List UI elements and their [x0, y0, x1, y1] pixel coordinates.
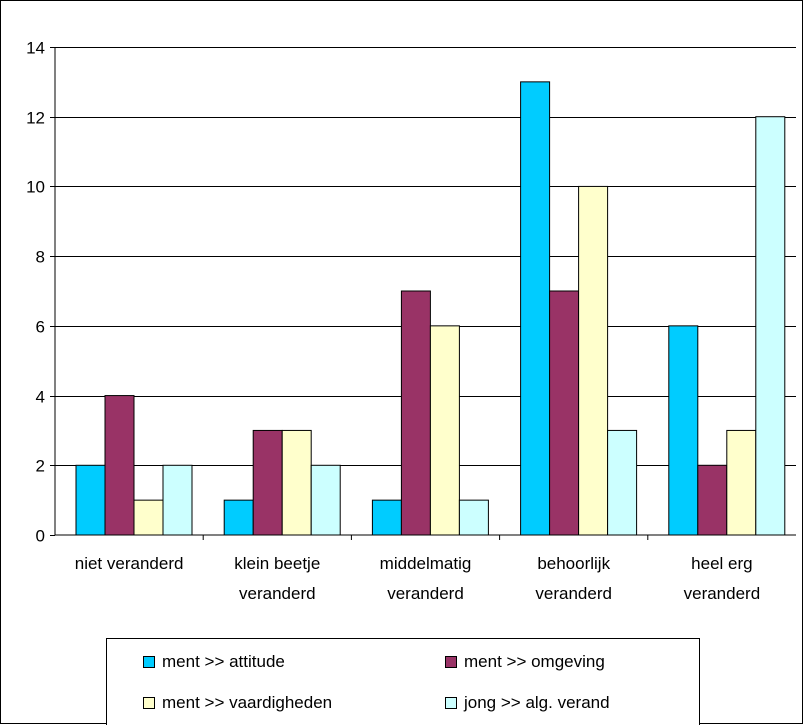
bar [578, 185, 609, 536]
x-tick-label: veranderd [535, 584, 612, 603]
x-tick-label: veranderd [387, 584, 464, 603]
x-tick-label: veranderd [239, 584, 316, 603]
y-tick-label: 4 [36, 388, 45, 407]
y-tick-label: 0 [36, 527, 45, 546]
y-tick-label: 10 [26, 178, 45, 197]
legend-item: ment >> attitude [143, 651, 285, 673]
legend-item: ment >> omgeving [445, 651, 605, 673]
legend-label: ment >> vaardigheden [162, 693, 333, 712]
bar [162, 464, 193, 536]
y-tick-label: 14 [26, 39, 45, 58]
bar [458, 499, 489, 536]
bar [75, 464, 106, 536]
x-tick-label: veranderd [684, 584, 761, 603]
bar [429, 325, 460, 536]
bar [726, 429, 757, 536]
x-tick-label: behoorlijk [537, 554, 610, 573]
bar [697, 464, 728, 536]
bar [607, 429, 638, 536]
bar [520, 81, 551, 536]
x-tick-label: heel erg [691, 554, 752, 573]
bars [75, 81, 786, 536]
bar [549, 290, 580, 536]
legend-swatch [445, 656, 457, 668]
y-tick-label: 2 [36, 457, 45, 476]
legend-label: ment >> attitude [162, 652, 285, 671]
bar [668, 325, 699, 536]
y-tick-label: 12 [26, 109, 45, 128]
y-tick-labels: 0 2 4 6 8 10 12 14 [26, 39, 45, 546]
x-tick-label: niet veranderd [75, 554, 184, 573]
legend-item: jong >> alg. verand [445, 692, 610, 714]
x-tick-labels: niet veranderd klein beetje veranderd midde… [75, 554, 760, 603]
legend-label: jong >> alg. verand [464, 693, 610, 712]
x-tick-label: klein beetje [234, 554, 320, 573]
legend-label: ment >> omgeving [464, 652, 605, 671]
bar [104, 395, 135, 536]
legend: ment >> attitude ment >> omgeving ment >… [106, 638, 700, 725]
bar [223, 499, 254, 536]
bar [252, 429, 283, 536]
bar [755, 116, 786, 536]
legend-swatch [143, 656, 155, 668]
bar [310, 464, 341, 536]
y-tick-label: 6 [36, 318, 45, 337]
legend-swatch [143, 697, 155, 709]
x-tick-label: middelmatig [380, 554, 472, 573]
y-tick-label: 8 [36, 248, 45, 267]
axes [54, 47, 796, 536]
bar [400, 290, 431, 536]
legend-swatch [445, 697, 457, 709]
legend-item: ment >> vaardigheden [143, 692, 332, 714]
bar [133, 499, 164, 536]
bar [281, 429, 312, 536]
bar [371, 499, 402, 536]
